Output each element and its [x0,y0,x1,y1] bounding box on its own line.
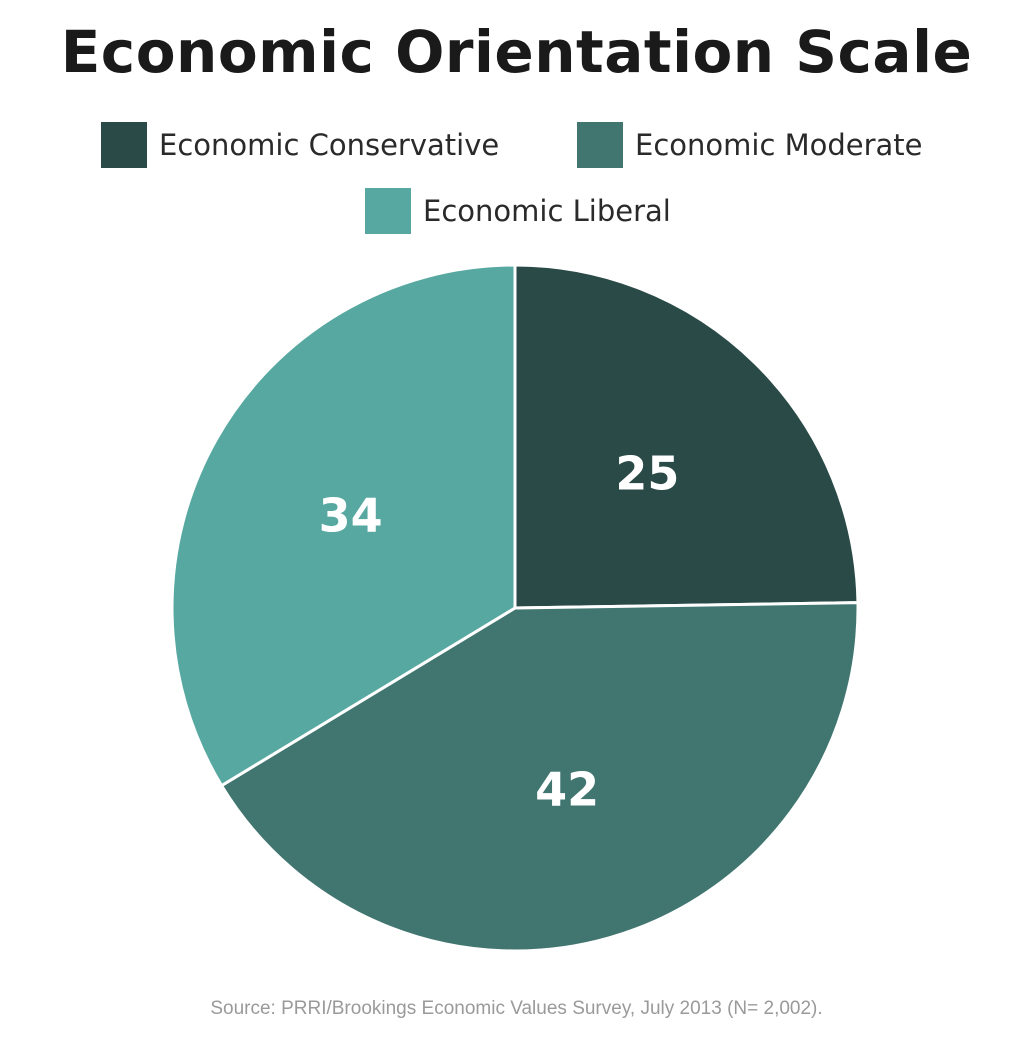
legend-swatch-moderate [577,122,623,168]
legend-item-liberal: Economic Liberal [365,187,671,235]
data-label-economic-moderate: 42 [535,762,599,816]
chart-title: Economic Orientation Scale [60,18,973,86]
legend-swatch-liberal [365,188,411,234]
legend-item-conservative: Economic Conservative [101,121,499,169]
legend-label-moderate: Economic Moderate [635,128,923,162]
pie-slice-economic-conservative [513,263,860,610]
legend-label-liberal: Economic Liberal [423,194,671,228]
data-label-economic-liberal: 34 [319,488,383,542]
legend-label-conservative: Economic Conservative [159,128,500,162]
legend-item-moderate: Economic Moderate [577,121,923,169]
legend-swatch-conservative [101,122,147,168]
source-note: Source: PRRI/Brookings Economic Values S… [210,998,823,1019]
data-label-economic-conservative: 25 [615,447,679,501]
pie-slice-economic-liberal [170,263,517,788]
